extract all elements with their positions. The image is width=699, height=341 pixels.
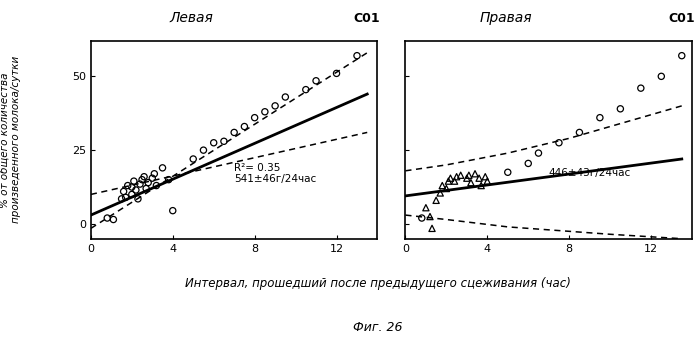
Point bbox=[108, 217, 119, 222]
Point bbox=[470, 171, 481, 177]
Point bbox=[151, 183, 162, 188]
Point bbox=[198, 147, 209, 153]
Text: С01: С01 bbox=[354, 12, 380, 25]
Point bbox=[229, 130, 240, 135]
Point bbox=[127, 192, 138, 197]
Text: Левая: Левая bbox=[169, 11, 213, 25]
Point bbox=[424, 214, 435, 219]
Point bbox=[426, 226, 438, 231]
Point bbox=[127, 184, 138, 190]
Point bbox=[441, 186, 452, 191]
Point bbox=[128, 178, 139, 184]
Point bbox=[594, 115, 605, 120]
Point bbox=[615, 106, 626, 112]
Text: % от общего количества
произведенного молока/сутки: % от общего количества произведенного мо… bbox=[0, 56, 21, 223]
Point bbox=[187, 156, 199, 162]
Point bbox=[656, 74, 667, 79]
Point bbox=[149, 171, 160, 177]
Point bbox=[280, 94, 291, 100]
Point bbox=[473, 176, 484, 181]
Point bbox=[118, 189, 129, 194]
Point bbox=[208, 140, 219, 146]
Point bbox=[352, 53, 363, 58]
Point bbox=[420, 205, 431, 210]
Point bbox=[475, 183, 487, 188]
Point bbox=[455, 173, 466, 178]
Point bbox=[120, 195, 131, 200]
Point bbox=[523, 161, 534, 166]
Point bbox=[136, 177, 147, 182]
Point bbox=[310, 78, 322, 84]
Point bbox=[130, 187, 141, 193]
Point bbox=[466, 180, 477, 186]
Point bbox=[249, 115, 260, 120]
Point bbox=[239, 124, 250, 129]
Point bbox=[431, 197, 442, 203]
Point bbox=[132, 196, 143, 202]
Text: R²= 0.35
541±46г/24час: R²= 0.35 541±46г/24час bbox=[234, 163, 317, 184]
Point bbox=[122, 183, 134, 188]
Point bbox=[259, 109, 271, 115]
Point bbox=[451, 174, 462, 179]
Point bbox=[167, 208, 178, 213]
Point bbox=[502, 169, 513, 175]
Text: Интервал, прошедший после предыдущего сцеживания (час): Интервал, прошедший после предыдущего сц… bbox=[185, 277, 570, 290]
Point bbox=[574, 130, 585, 135]
Text: С01: С01 bbox=[668, 12, 695, 25]
Point bbox=[416, 215, 427, 221]
Point bbox=[635, 86, 647, 91]
Point bbox=[163, 177, 174, 182]
Point bbox=[533, 150, 544, 156]
Point bbox=[301, 87, 312, 92]
Point bbox=[147, 176, 158, 181]
Point bbox=[449, 178, 460, 184]
Point bbox=[463, 173, 475, 178]
Point bbox=[461, 176, 473, 181]
Point bbox=[270, 103, 281, 108]
Point bbox=[138, 174, 150, 179]
Point bbox=[134, 181, 145, 187]
Point bbox=[445, 176, 456, 181]
Text: Правая: Правая bbox=[480, 11, 532, 25]
Point bbox=[554, 140, 565, 146]
Point bbox=[116, 196, 127, 202]
Point bbox=[676, 53, 687, 58]
Text: 446±43г/24час: 446±43г/24час bbox=[549, 168, 631, 178]
Text: Фиг. 26: Фиг. 26 bbox=[353, 321, 402, 334]
Point bbox=[482, 178, 493, 184]
Point bbox=[437, 183, 448, 188]
Point bbox=[140, 186, 152, 191]
Point bbox=[157, 165, 168, 170]
Point bbox=[218, 138, 229, 144]
Point bbox=[480, 174, 491, 179]
Point bbox=[101, 215, 113, 221]
Point bbox=[435, 190, 446, 196]
Point bbox=[143, 180, 154, 186]
Point bbox=[331, 71, 342, 76]
Point bbox=[443, 178, 454, 184]
